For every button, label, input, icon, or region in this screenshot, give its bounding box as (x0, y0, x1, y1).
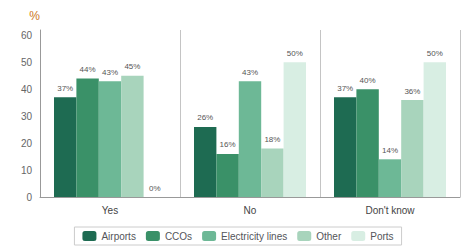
svg-text:60: 60 (21, 30, 33, 41)
svg-text:Airports: Airports (101, 231, 135, 242)
svg-text:Electricity lines: Electricity lines (221, 231, 287, 242)
svg-text:20: 20 (21, 138, 33, 149)
svg-text:18%: 18% (264, 135, 280, 144)
svg-text:Ports: Ports (370, 231, 393, 242)
svg-text:16%: 16% (220, 140, 236, 149)
svg-text:Yes: Yes (102, 205, 118, 216)
svg-text:37%: 37% (337, 84, 353, 93)
svg-text:50: 50 (21, 57, 33, 68)
svg-text:10: 10 (21, 165, 33, 176)
svg-text:45%: 45% (124, 62, 140, 71)
svg-text:Don't know: Don't know (365, 205, 415, 216)
svg-text:0%: 0% (149, 184, 161, 193)
svg-text:44%: 44% (80, 65, 96, 74)
svg-text:30: 30 (21, 111, 33, 122)
svg-text:0: 0 (26, 192, 32, 203)
svg-text:26%: 26% (197, 113, 213, 122)
svg-text:%: % (29, 9, 40, 23)
svg-text:50%: 50% (287, 49, 303, 58)
svg-text:40%: 40% (360, 76, 376, 85)
svg-text:CCOs: CCOs (165, 231, 192, 242)
svg-text:14%: 14% (382, 146, 398, 155)
svg-text:43%: 43% (102, 68, 118, 77)
svg-text:40: 40 (21, 84, 33, 95)
svg-text:No: No (244, 205, 257, 216)
svg-text:Other: Other (316, 231, 342, 242)
svg-text:43%: 43% (242, 68, 258, 77)
svg-text:50%: 50% (427, 49, 443, 58)
svg-text:36%: 36% (404, 87, 420, 96)
svg-text:37%: 37% (57, 84, 73, 93)
